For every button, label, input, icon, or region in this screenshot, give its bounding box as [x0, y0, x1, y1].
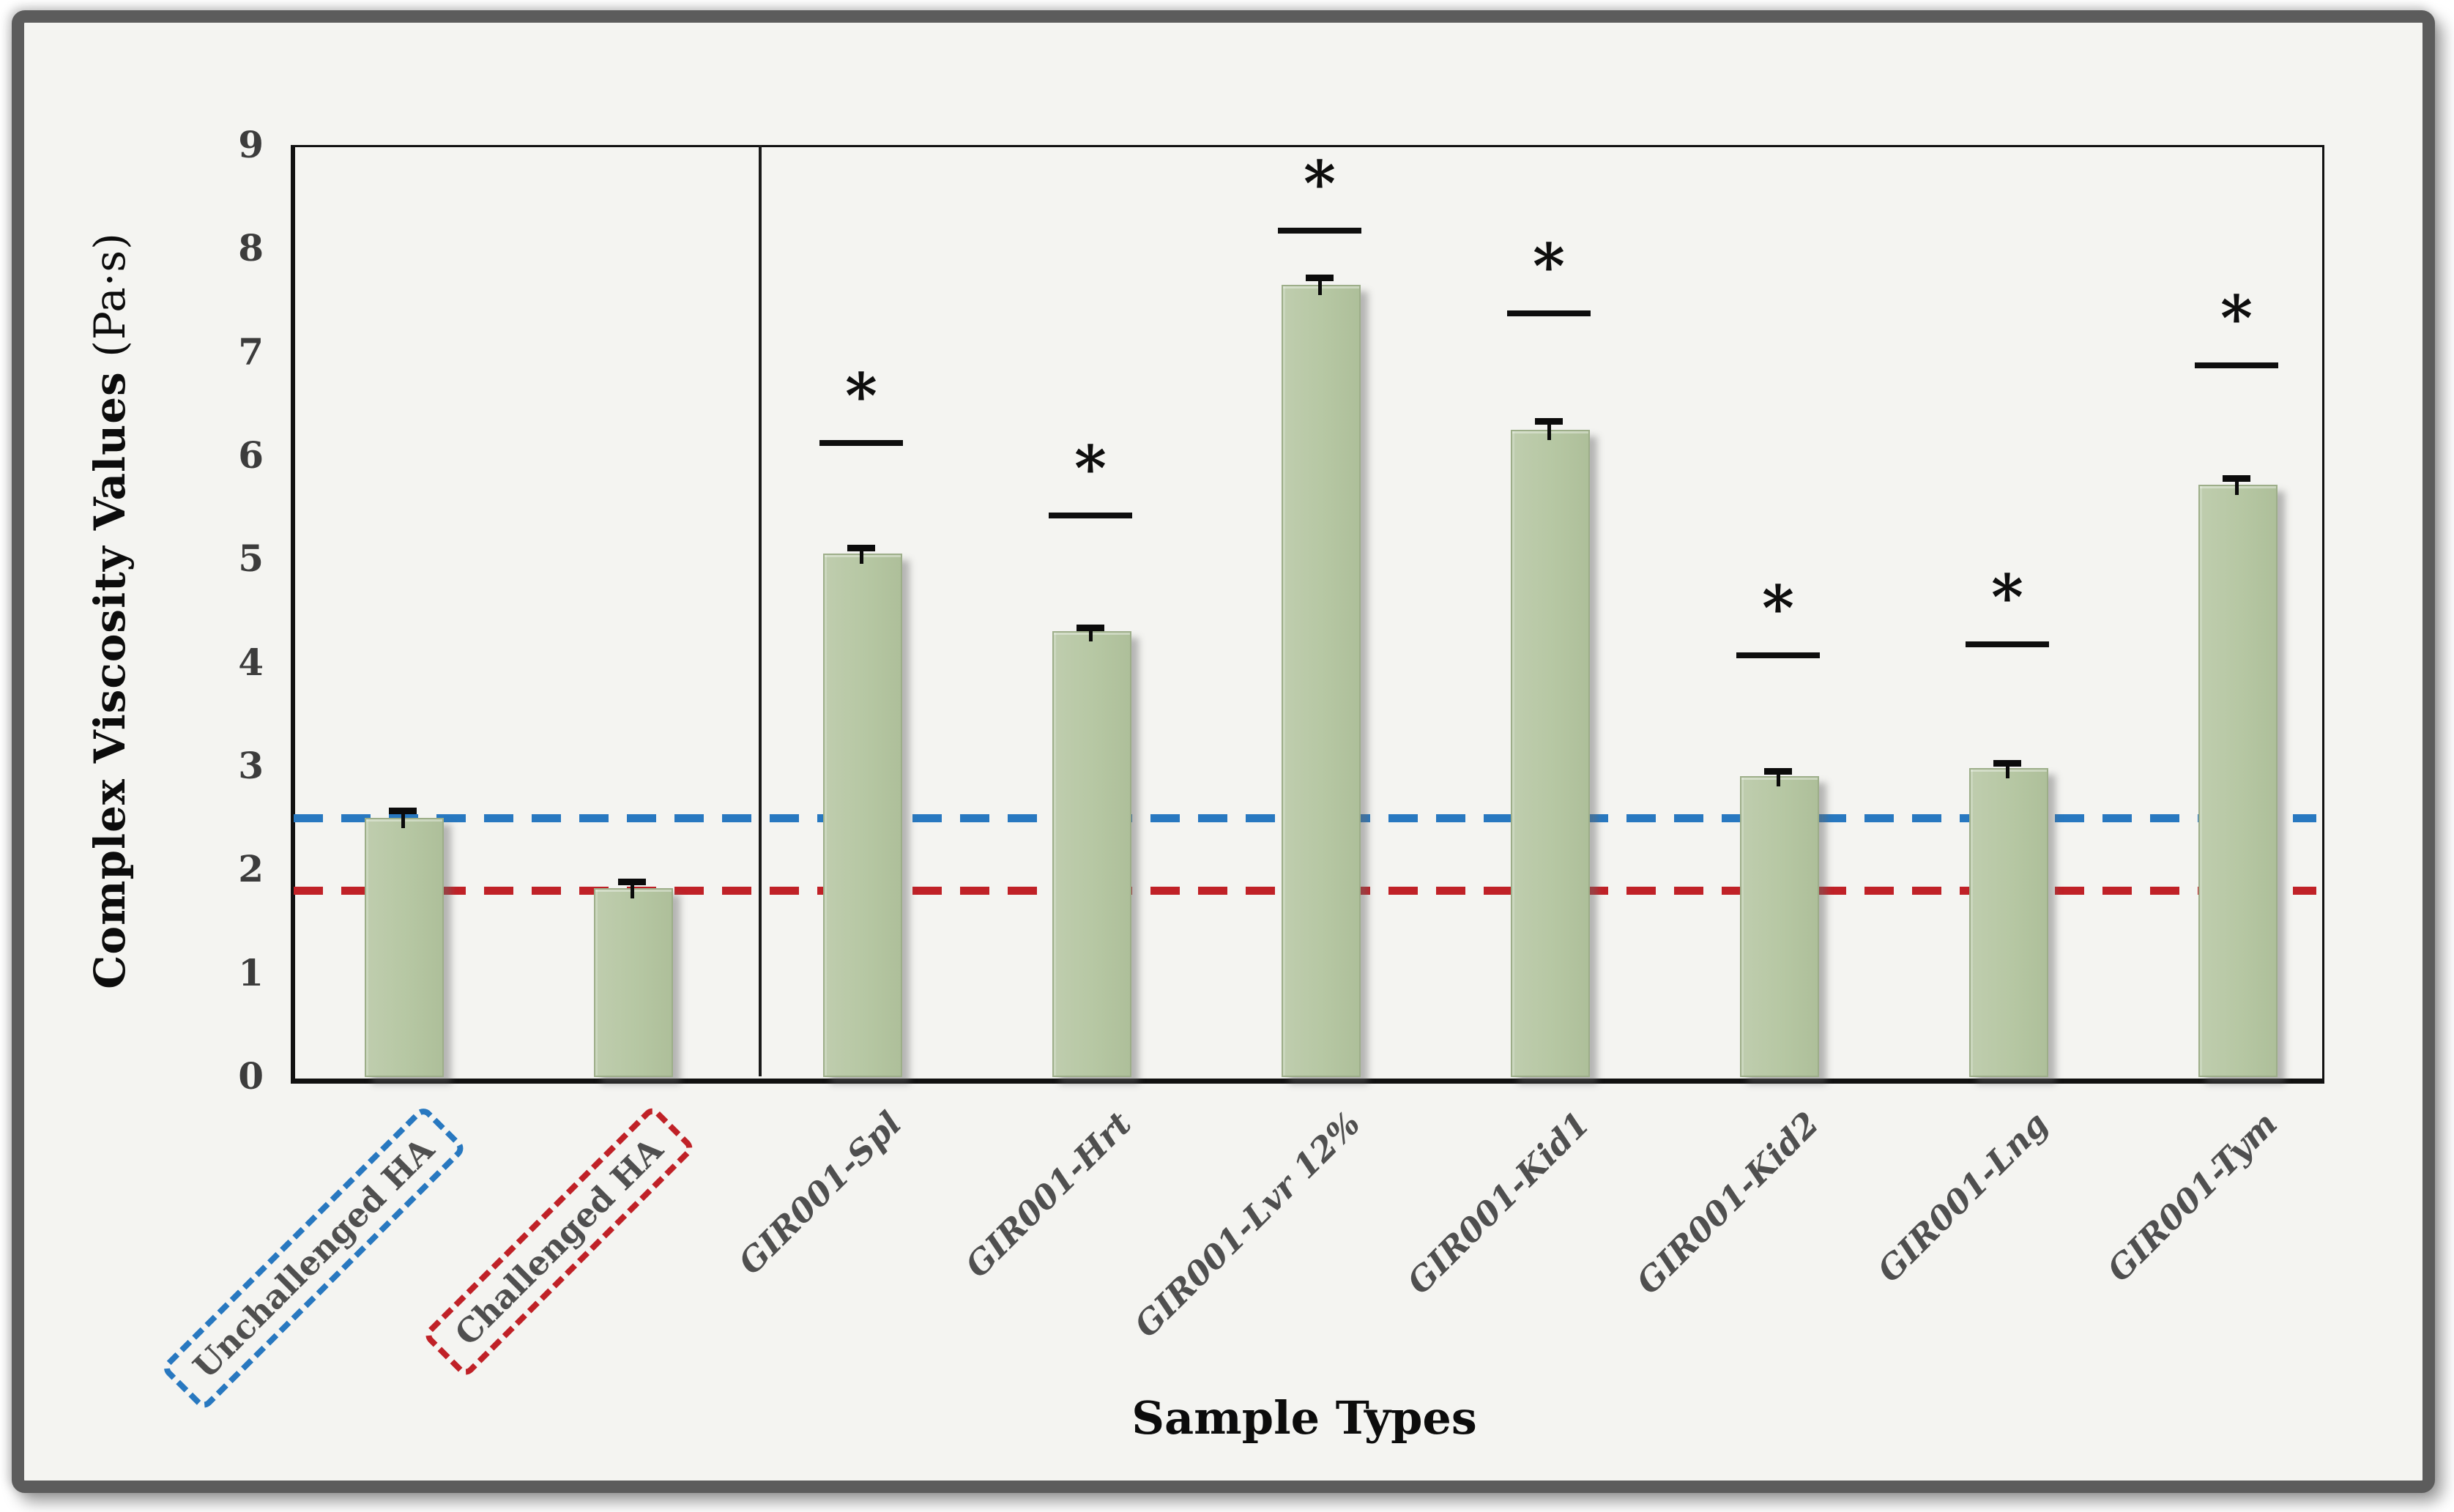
error-bar-cap — [618, 879, 646, 886]
y-tick-label: 0 — [238, 1054, 264, 1098]
significance-asterisk: * — [1762, 571, 1794, 644]
x-axis-title: Sample Types — [1131, 1391, 1477, 1445]
y-axis-title-unit: (Pa·s) — [85, 232, 135, 357]
error-bar-cap — [1077, 624, 1104, 631]
error-bar-cap — [2223, 475, 2250, 483]
bar-challenged-ha — [594, 887, 673, 1077]
error-bar-cap — [1306, 274, 1334, 281]
error-bar-stem — [1547, 421, 1551, 440]
significance-asterisk: * — [1533, 230, 1565, 303]
significance-asterisk: * — [2220, 281, 2253, 354]
significance-line — [2195, 362, 2278, 368]
significance-asterisk: * — [845, 359, 877, 432]
group-divider-line — [758, 145, 762, 1076]
significance-asterisk: * — [1991, 561, 2023, 634]
error-bar-cap — [1764, 768, 1792, 775]
significance-line — [1507, 310, 1591, 317]
y-axis-title: Complex Viscosity Values (Pa·s) — [85, 232, 135, 988]
y-tick-label: 7 — [238, 329, 264, 373]
y-tick-label: 4 — [238, 640, 264, 684]
error-bar-stem — [631, 882, 634, 898]
error-bar-stem — [1089, 627, 1093, 642]
y-tick-label: 1 — [238, 950, 264, 994]
y-tick-label: 6 — [238, 433, 264, 477]
significance-asterisk: * — [1304, 147, 1336, 220]
error-bar-stem — [1318, 277, 1322, 295]
error-bar-cap — [389, 807, 417, 814]
error-bar-cap — [847, 544, 875, 551]
y-axis-title-main: Complex Viscosity Values — [85, 371, 135, 989]
error-bar-cap — [1993, 759, 2021, 767]
y-tick-label: 2 — [238, 847, 264, 891]
significance-line — [1966, 641, 2049, 648]
bar-gir001-lng — [1969, 767, 2048, 1077]
error-bar-cap — [1535, 418, 1563, 425]
bar-gir001-kid1 — [1511, 429, 1590, 1077]
y-tick-label: 9 — [238, 123, 264, 166]
bar-gir001-spl — [823, 554, 902, 1077]
y-tick-label: 5 — [238, 537, 264, 581]
error-bar-stem — [401, 810, 405, 828]
significance-asterisk: * — [1074, 431, 1107, 504]
significance-line — [1736, 652, 1820, 658]
significance-line — [1049, 512, 1132, 518]
significance-line — [1278, 228, 1361, 234]
figure-frame — [12, 10, 2435, 1493]
bar-gir001-tym — [2198, 484, 2278, 1077]
bar-gir001-hrt — [1052, 631, 1131, 1077]
bar-gir001-kid2 — [1740, 776, 1819, 1077]
y-tick-label: 8 — [238, 226, 264, 270]
bar-gir001-lvr-12- — [1282, 284, 1361, 1077]
error-bar-stem — [2235, 478, 2239, 495]
error-bar-stem — [1777, 771, 1780, 787]
significance-line — [819, 439, 903, 446]
y-tick-label: 3 — [238, 744, 264, 787]
error-bar-stem — [860, 547, 863, 565]
plot-area — [291, 145, 2324, 1084]
error-bar-stem — [2006, 762, 2009, 778]
bar-unchallenged-ha — [365, 817, 444, 1077]
